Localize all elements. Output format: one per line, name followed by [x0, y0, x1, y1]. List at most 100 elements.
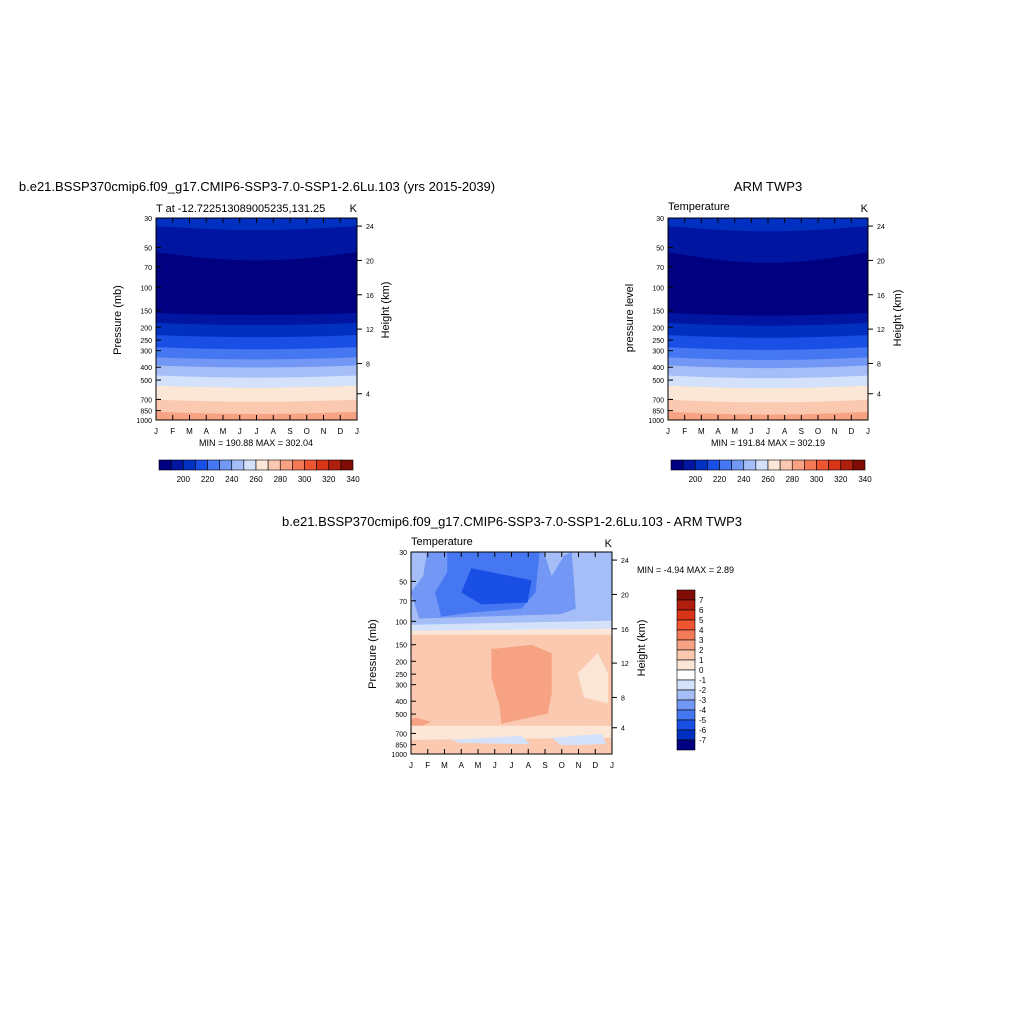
colorbar-label: 3: [699, 636, 704, 645]
colorbar-swatch: [676, 709, 696, 721]
diff-neutral-low: [411, 725, 612, 740]
y-tick-label: 250: [140, 338, 152, 345]
colorbar-swatch: [676, 669, 696, 681]
panel-model-colorbar: 200 220 240 260 280 300 320 340: [158, 459, 360, 484]
colorbar-swatch: [828, 459, 842, 471]
panel-diff-ylabel-right: Height (km): [636, 620, 648, 677]
colorbar-swatch: [267, 459, 281, 471]
colorbar-swatch: [816, 459, 829, 471]
colorbar-swatch: [779, 459, 793, 471]
colorbar-label: 260: [761, 475, 775, 484]
colorbar-label: 320: [834, 475, 848, 484]
x-tick-label: J: [510, 761, 514, 770]
x-tick-label: A: [204, 427, 210, 436]
y-tick-label: 50: [656, 245, 664, 252]
x-tick-label: N: [832, 427, 838, 436]
panel-model-subtitle-left: T at -12.722513089005235,131.25: [156, 203, 325, 215]
x-tick-label: J: [493, 761, 497, 770]
colorbar-swatch: [707, 459, 720, 471]
y-right-tick-label: 16: [621, 627, 629, 634]
colorbar-swatch: [676, 699, 696, 711]
diff-cool-low-right: [551, 733, 606, 746]
colorbar-swatch: [279, 459, 293, 471]
x-tick-label: S: [542, 761, 547, 770]
colorbar-swatch: [676, 639, 696, 651]
colorbar-label: 240: [737, 475, 751, 484]
diff-neutral-right: [577, 653, 608, 704]
x-tick-label: M: [731, 427, 738, 436]
panel-obs-ylabel: pressure level: [624, 284, 636, 352]
y-tick-label: 70: [656, 265, 664, 272]
colorbar-label: 4: [699, 626, 704, 635]
colorbar-swatch: [676, 649, 696, 661]
colorbar-swatch: [676, 739, 696, 751]
colorbar-label: 320: [322, 475, 336, 484]
panel-obs-colorbar: 200 220 240 260 280 300 320 340: [670, 459, 872, 484]
colorbar-label: 260: [249, 475, 263, 484]
x-tick-label: D: [592, 761, 598, 770]
y-tick-label: 700: [652, 397, 664, 404]
colorbar-swatch: [676, 609, 696, 621]
x-tick-label: J: [154, 427, 158, 436]
x-tick-label: J: [766, 427, 770, 436]
y-tick-label: 700: [140, 397, 152, 404]
colorbar-swatch: [731, 459, 745, 471]
y-tick-label: 300: [652, 349, 664, 356]
colorbar-label: -6: [699, 726, 707, 735]
y-tick-label: 50: [399, 579, 407, 586]
colorbar-swatch: [670, 459, 684, 471]
panel-obs-stats: MIN = 191.84 MAX = 302.19: [711, 438, 825, 448]
panel-model-title: b.e21.BSSP370cmip6.f09_g17.CMIP6-SSP3-7.…: [19, 179, 495, 194]
colorbar-swatch: [676, 679, 696, 691]
x-tick-label: J: [238, 427, 242, 436]
panel-diff-subtitle-left: Temperature: [411, 536, 473, 548]
colorbar-swatch: [243, 459, 257, 471]
x-tick-label: S: [799, 427, 804, 436]
y-tick-label: 30: [144, 216, 152, 223]
colorbar-label: 0: [699, 666, 704, 675]
colorbar-swatch: [676, 719, 696, 731]
y-right-tick-label: 20: [877, 258, 885, 265]
colorbar-label: 240: [225, 475, 239, 484]
colorbar-label: -1: [699, 676, 707, 685]
y-tick-label: 30: [656, 216, 664, 223]
y-tick-label: 100: [140, 285, 152, 292]
panel-diff-title: b.e21.BSSP370cmip6.f09_g17.CMIP6-SSP3-7.…: [282, 514, 742, 529]
y-tick-label: 400: [395, 699, 407, 706]
colorbar-label: 5: [699, 616, 704, 625]
y-right-tick-label: 12: [366, 327, 374, 334]
y-tick-label: 200: [140, 325, 152, 332]
colorbar-swatch: [304, 459, 317, 471]
diff-warm-core: [491, 644, 552, 724]
y-tick-label: 850: [395, 743, 407, 750]
y-tick-label: 1000: [648, 418, 664, 425]
colorbar-label: 280: [274, 475, 288, 484]
x-tick-label: J: [749, 427, 753, 436]
colorbar-label: 300: [810, 475, 824, 484]
colorbar-swatch: [743, 459, 757, 471]
colorbar-label: -2: [699, 686, 707, 695]
y-right-tick-label: 16: [366, 293, 374, 300]
colorbar-swatch: [676, 589, 696, 601]
colorbar-swatch: [207, 459, 220, 471]
panel-model-subtitle-right: K: [350, 203, 358, 215]
colorbar-swatch: [195, 459, 208, 471]
x-tick-label: O: [559, 761, 565, 770]
y-tick-label: 30: [399, 550, 407, 557]
colorbar-swatch: [694, 459, 708, 471]
x-tick-label: J: [666, 427, 670, 436]
panel-diff: b.e21.BSSP370cmip6.f09_g17.CMIP6-SSP3-7.…: [282, 514, 742, 770]
x-tick-label: A: [459, 761, 465, 770]
y-right-tick-label: 24: [877, 224, 885, 231]
colorbar-swatch: [328, 459, 342, 471]
y-tick-label: 150: [140, 309, 152, 316]
x-tick-label: A: [526, 761, 532, 770]
colorbar-swatch: [719, 459, 732, 471]
panel-obs: ARM TWP3 Temperature K J F M A M J J A S O N D J 30 50…: [624, 179, 904, 484]
colorbar-swatch: [767, 459, 781, 471]
panel-obs-title: ARM TWP3: [734, 179, 802, 194]
x-tick-label: J: [610, 761, 614, 770]
x-tick-label: F: [170, 427, 175, 436]
colorbar-swatch: [852, 459, 866, 471]
